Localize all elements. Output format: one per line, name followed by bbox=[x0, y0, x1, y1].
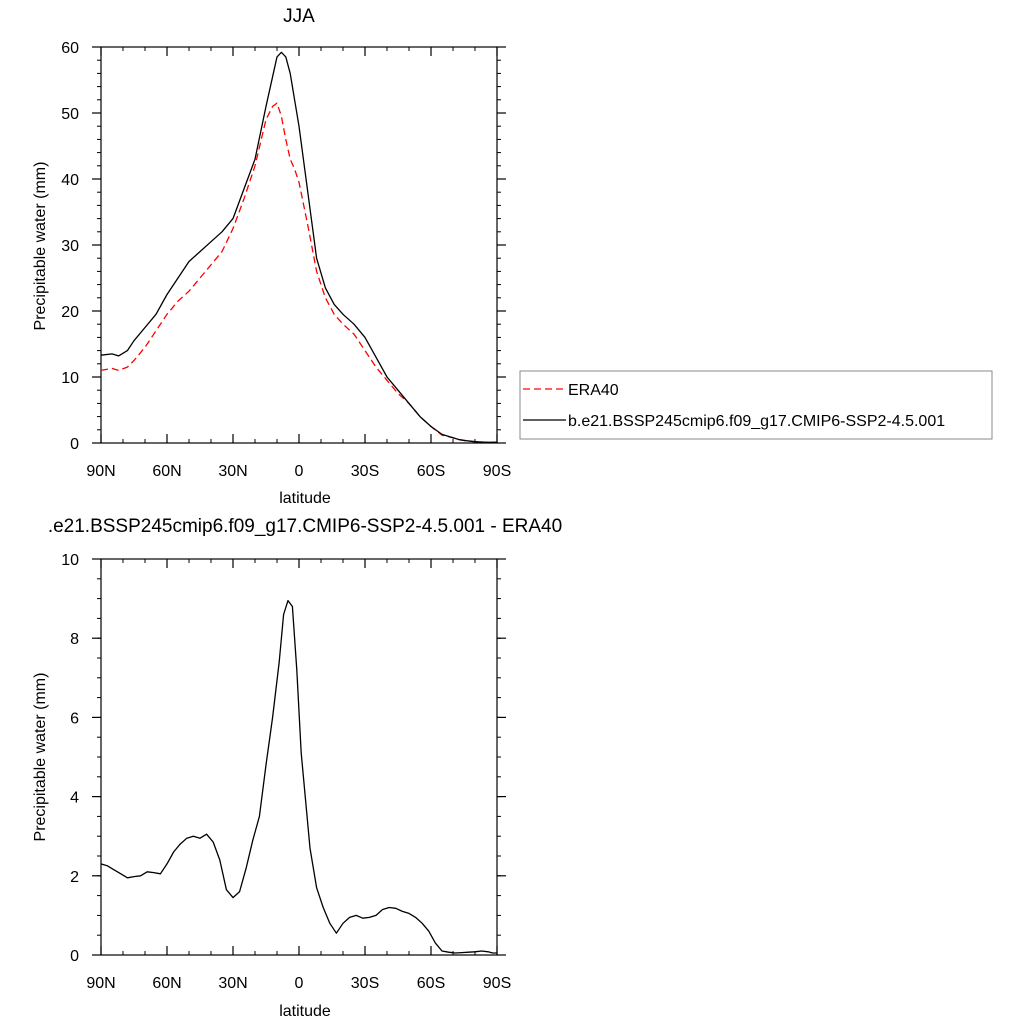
y-tick-label: 4 bbox=[70, 790, 79, 807]
plot-frame bbox=[100, 46, 498, 444]
x-tick-label: 90S bbox=[483, 463, 511, 480]
x-tick-label: 90N bbox=[86, 463, 115, 480]
chart-title: JJA bbox=[283, 6, 315, 27]
y-tick-label: 6 bbox=[70, 710, 79, 727]
x-tick-label: 30S bbox=[351, 975, 379, 992]
y-tick-label: 10 bbox=[61, 370, 79, 387]
y-tick-label: 30 bbox=[61, 238, 79, 255]
series-line-era40 bbox=[100, 102, 497, 443]
series-line-model bbox=[100, 51, 497, 443]
x-tick-label: 60N bbox=[152, 463, 181, 480]
legend-label-era40: ERA40 bbox=[568, 382, 619, 399]
y-axis-label: Precipitable water (mm) bbox=[32, 673, 49, 842]
x-tick-label: 90S bbox=[483, 975, 511, 992]
y-tick-label: 40 bbox=[61, 172, 79, 189]
x-tick-label: 30N bbox=[218, 463, 247, 480]
plot-frame bbox=[100, 558, 498, 956]
y-tick-label: 0 bbox=[70, 948, 79, 965]
x-tick-label: 0 bbox=[295, 463, 304, 480]
y-tick-label: 20 bbox=[61, 304, 79, 321]
y-axis-label: Precipitable water (mm) bbox=[32, 162, 49, 331]
x-tick-label: 90N bbox=[86, 975, 115, 992]
legend-box bbox=[519, 370, 993, 440]
x-tick-label: 0 bbox=[295, 975, 304, 992]
x-tick-label: 60N bbox=[152, 975, 181, 992]
y-tick-label: 50 bbox=[61, 106, 79, 123]
y-tick-label: 60 bbox=[61, 40, 79, 57]
y-tick-label: 0 bbox=[70, 436, 79, 453]
x-tick-label: 60S bbox=[417, 463, 445, 480]
legend: ERA40 b.e21.BSSP245cmip6.f09_g17.CMIP6-S… bbox=[519, 370, 993, 440]
x-tick-label: 30S bbox=[351, 463, 379, 480]
chart-title: .e21.BSSP245cmip6.f09_g17.CMIP6-SSP2-4.5… bbox=[48, 516, 562, 537]
bottom-chart: .e21.BSSP245cmip6.f09_g17.CMIP6-SSP2-4.5… bbox=[32, 516, 562, 1020]
x-axis-label: latitude bbox=[279, 1003, 331, 1020]
y-tick-label: 8 bbox=[70, 631, 79, 648]
top-chart: JJA latitude Precipitable water (mm) 90N… bbox=[32, 6, 511, 507]
series-line-difference bbox=[100, 599, 497, 954]
y-tick-label: 10 bbox=[61, 552, 79, 569]
x-tick-label: 30N bbox=[218, 975, 247, 992]
y-tick-label: 2 bbox=[70, 869, 79, 886]
x-tick-label: 60S bbox=[417, 975, 445, 992]
legend-label-model: b.e21.BSSP245cmip6.f09_g17.CMIP6-SSP2-4.… bbox=[568, 413, 945, 430]
x-axis-label: latitude bbox=[279, 490, 331, 507]
